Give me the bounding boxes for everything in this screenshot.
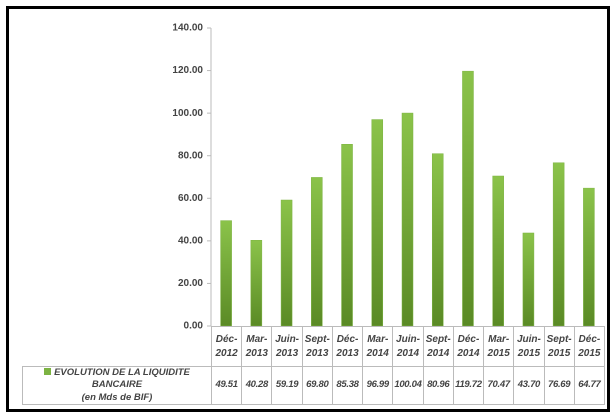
x-tick-label: Sept-2015	[543, 326, 575, 367]
y-tick-label: 80.00	[178, 150, 203, 161]
value-label: 43.70	[513, 366, 545, 405]
bar	[371, 119, 384, 327]
y-tick-label: 20.00	[178, 278, 203, 289]
value-label: 96.99	[362, 366, 394, 405]
value-label: 64.77	[573, 366, 605, 405]
bar	[341, 144, 353, 327]
value-label: 100.04	[392, 366, 424, 405]
bar	[220, 220, 232, 327]
bar	[431, 153, 444, 327]
bar	[401, 112, 414, 327]
bar	[311, 177, 323, 327]
value-label: 69.80	[301, 366, 333, 405]
legend-swatch	[44, 367, 52, 375]
legend-entry: EVOLUTION DE LA LIQUIDITE BANCAIRE	[23, 367, 211, 392]
value-label: 80.96	[422, 366, 454, 405]
x-tick-label: Déc-2014	[452, 326, 485, 367]
y-tick-label: 140.00	[172, 23, 203, 34]
bar	[583, 187, 595, 327]
x-tick-label: Mar-2014	[362, 326, 394, 367]
y-tick-label: 100.00	[172, 108, 203, 119]
value-label: 59.19	[271, 366, 303, 405]
bar	[250, 240, 263, 327]
legend: EVOLUTION DE LA LIQUIDITE BANCAIRE (en Md…	[22, 366, 212, 405]
chart-frame	[6, 6, 610, 412]
x-tick-label: Juin-2014	[392, 326, 424, 367]
bar	[492, 175, 504, 327]
y-tick-label: 0.00	[184, 321, 204, 332]
x-tick-label: Mar-2013	[241, 326, 273, 367]
x-tick-label: Juin-2015	[513, 326, 545, 367]
legend-label: EVOLUTION DE LA LIQUIDITE BANCAIRE	[54, 366, 190, 391]
value-label: 49.51	[211, 366, 243, 405]
x-tick-label: Mar-2015	[483, 326, 515, 367]
value-label: 40.28	[241, 366, 273, 405]
bar	[462, 70, 474, 327]
value-label: 85.38	[331, 366, 364, 405]
x-tick-label: Juin-2013	[271, 326, 303, 367]
x-tick-label: Déc-2015	[573, 326, 605, 367]
x-tick-label: Sept-2014	[422, 326, 454, 367]
y-tick-label: 60.00	[178, 193, 203, 204]
y-tick-label: 120.00	[172, 65, 203, 76]
bar	[280, 199, 293, 327]
value-label: 119.72	[452, 366, 485, 405]
x-tick-label: Déc-2013	[331, 326, 364, 367]
x-tick-label: Sept-2013	[301, 326, 333, 367]
legend-unit: (en Mds de BIF)	[81, 391, 153, 403]
value-label: 70.47	[483, 366, 515, 405]
x-tick-label: Déc-2012	[211, 326, 243, 367]
value-label: 76.69	[543, 366, 575, 405]
y-tick-label: 40.00	[178, 235, 203, 246]
bar	[522, 232, 535, 327]
bar	[552, 162, 565, 327]
